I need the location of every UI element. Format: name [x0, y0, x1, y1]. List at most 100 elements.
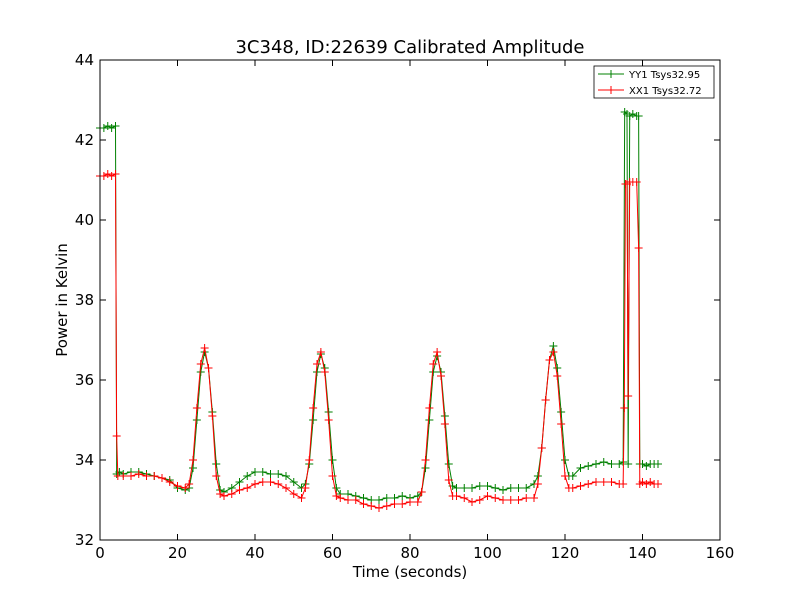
data-point	[258, 478, 267, 486]
data-point	[332, 492, 341, 500]
data-point	[185, 480, 194, 488]
data-point	[433, 348, 442, 356]
data-point	[196, 360, 205, 368]
data-point	[475, 496, 484, 504]
data-point	[549, 348, 558, 356]
x-tick-label: 100	[473, 544, 502, 562]
data-point	[324, 416, 333, 424]
x-tick-label: 80	[400, 544, 419, 562]
data-point	[309, 404, 318, 412]
data-point	[537, 444, 546, 452]
data-point	[216, 490, 225, 498]
data-point	[103, 122, 112, 130]
y-tick-label: 34	[75, 451, 94, 469]
data-point	[320, 368, 329, 376]
data-point	[491, 484, 500, 492]
data-point	[421, 464, 430, 472]
y-axis-label: Power in Kelvin	[53, 243, 71, 357]
data-point	[204, 364, 213, 372]
data-point	[398, 492, 407, 500]
data-point	[592, 478, 600, 486]
data-point	[561, 472, 569, 480]
data-point	[646, 478, 655, 486]
data-point	[506, 484, 515, 492]
legend-marker-yy1	[607, 70, 615, 78]
series-layer	[96, 108, 662, 512]
data-point	[251, 468, 259, 476]
data-point	[607, 460, 616, 468]
legend-label-xx1: XX1 Tsys32.72	[629, 86, 702, 97]
y-tick-label: 44	[75, 51, 94, 69]
data-point	[212, 472, 221, 480]
data-point	[628, 110, 637, 118]
data-point	[266, 470, 275, 478]
data-point	[227, 490, 236, 498]
data-point	[491, 494, 500, 502]
data-point	[440, 420, 449, 428]
data-point	[181, 484, 190, 492]
data-point	[212, 460, 221, 468]
chart-title: 3C348, ID:22639 Calibrated Amplitude	[235, 37, 584, 58]
data-point	[344, 496, 352, 504]
data-point	[235, 478, 244, 486]
data-point	[115, 468, 124, 476]
data-point	[468, 498, 476, 506]
data-point	[406, 498, 414, 506]
data-point	[316, 348, 325, 356]
data-point	[522, 484, 531, 492]
data-point	[444, 476, 453, 484]
data-point	[634, 112, 643, 120]
x-tick-label: 40	[245, 544, 264, 562]
data-point	[437, 372, 445, 380]
data-point	[375, 496, 383, 504]
data-point	[499, 486, 507, 494]
data-point	[514, 496, 523, 504]
data-point	[642, 462, 651, 470]
x-tick-label: 160	[706, 544, 735, 562]
data-point	[506, 496, 515, 504]
data-point	[165, 478, 174, 486]
data-point	[425, 404, 434, 412]
data-point	[460, 484, 469, 492]
data-point	[332, 484, 341, 492]
data-point	[266, 478, 275, 486]
data-point	[208, 412, 217, 420]
data-point	[99, 124, 108, 132]
data-point	[382, 502, 391, 510]
data-point	[192, 416, 201, 424]
data-point	[576, 464, 585, 472]
data-point	[460, 494, 469, 502]
data-point	[289, 478, 298, 486]
data-point	[107, 124, 116, 132]
data-point	[553, 372, 562, 380]
data-point	[654, 480, 662, 488]
data-point	[111, 122, 120, 130]
data-point	[561, 456, 569, 464]
y-tick-label: 38	[75, 291, 94, 309]
data-point	[584, 462, 593, 470]
tick-layer: 0 20 40 60 80 100 120 140 160 32 34 36 38 40 42 44	[75, 51, 734, 562]
x-tick-label: 140	[628, 544, 657, 562]
data-point	[514, 484, 523, 492]
data-point	[158, 474, 166, 482]
data-point	[150, 472, 159, 480]
data-point	[499, 496, 507, 504]
data-point	[541, 396, 550, 404]
data-point	[475, 482, 484, 490]
data-point	[557, 420, 566, 428]
data-point	[289, 490, 298, 498]
data-point	[220, 492, 228, 500]
data-point	[390, 500, 399, 508]
data-point	[282, 472, 290, 480]
data-point	[654, 460, 662, 468]
data-point	[189, 456, 197, 464]
data-point	[642, 480, 651, 488]
data-point	[483, 492, 492, 500]
data-point	[557, 408, 566, 416]
data-point	[103, 170, 112, 178]
data-point	[111, 170, 120, 178]
legend-marker-xx1	[607, 86, 615, 94]
data-point	[533, 480, 542, 488]
data-point	[592, 460, 600, 468]
